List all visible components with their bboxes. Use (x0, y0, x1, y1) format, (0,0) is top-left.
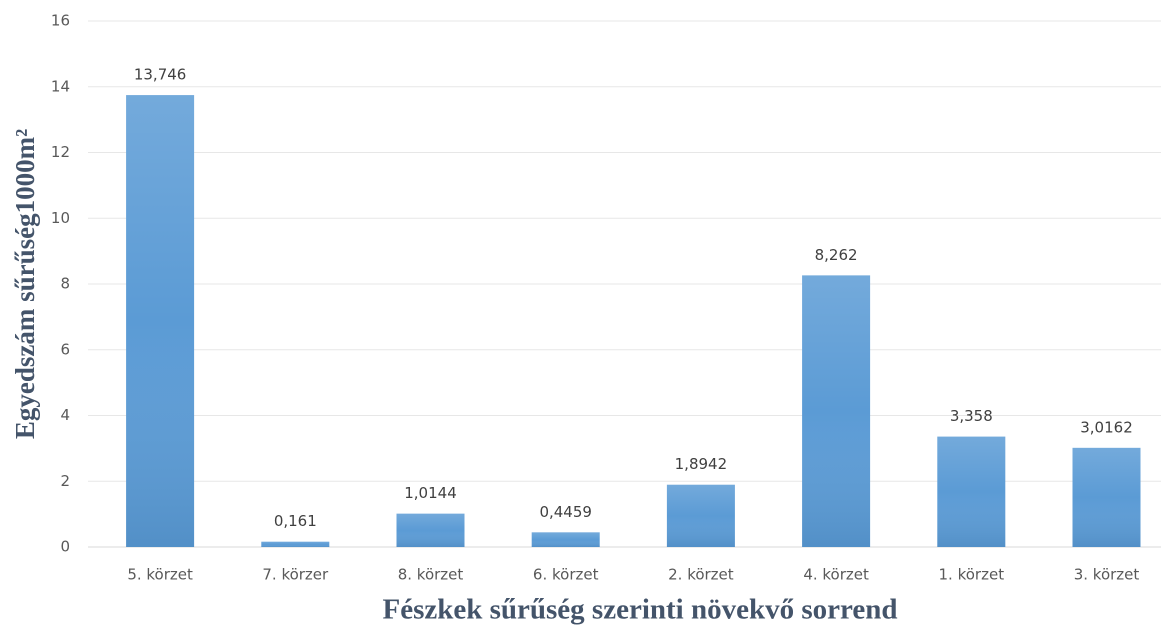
bar-shade (1072, 447, 1141, 547)
y-tick-label: 14 (51, 77, 70, 95)
data-label: 1,8942 (675, 455, 728, 473)
bar-shade (261, 541, 330, 547)
y-tick-label: 12 (51, 143, 70, 161)
y-axis-title: Egyedszám sűrűség1000m² (10, 129, 40, 439)
bar-shade (531, 532, 600, 547)
y-tick-label: 10 (51, 209, 70, 227)
x-axis-title: Fészkek sűrűség szerinti növekvő sorrend (382, 594, 897, 626)
x-tick-label: 6. körzet (533, 566, 599, 584)
x-tick-label: 1. körzet (939, 566, 1005, 584)
y-tick-label: 2 (60, 472, 70, 490)
y-tick-label: 16 (51, 12, 70, 30)
x-tick-label: 2. körzet (668, 566, 734, 584)
x-tick-label: 8. körzet (398, 566, 464, 584)
y-tick-label: 0 (60, 538, 70, 556)
bar-shade (126, 95, 195, 547)
data-label: 13,746 (134, 66, 187, 84)
data-label: 1,0144 (404, 484, 457, 502)
x-tick-label: 3. körzet (1074, 566, 1140, 584)
y-tick-label: 8 (60, 275, 70, 293)
y-tick-label: 6 (60, 340, 70, 358)
data-label: 8,262 (815, 246, 858, 264)
data-label: 3,358 (950, 407, 993, 425)
x-tick-label: 7. körzer (262, 566, 329, 584)
y-tick-label: 4 (60, 406, 70, 424)
bar-shade (802, 275, 871, 547)
bar-shade (666, 484, 735, 547)
data-label: 0,161 (274, 512, 317, 530)
bar-shade (396, 513, 465, 547)
x-tick-label: 5. körzet (127, 566, 193, 584)
data-label: 0,4459 (539, 503, 592, 521)
x-tick-label: 4. körzet (803, 566, 869, 584)
bar-shade (937, 436, 1006, 547)
data-label: 3,0162 (1080, 418, 1133, 436)
plot-area: 0 2 4 6 8 10 12 14 16 5. körzet 13,746 7. körzer 0,1… (51, 12, 1161, 584)
